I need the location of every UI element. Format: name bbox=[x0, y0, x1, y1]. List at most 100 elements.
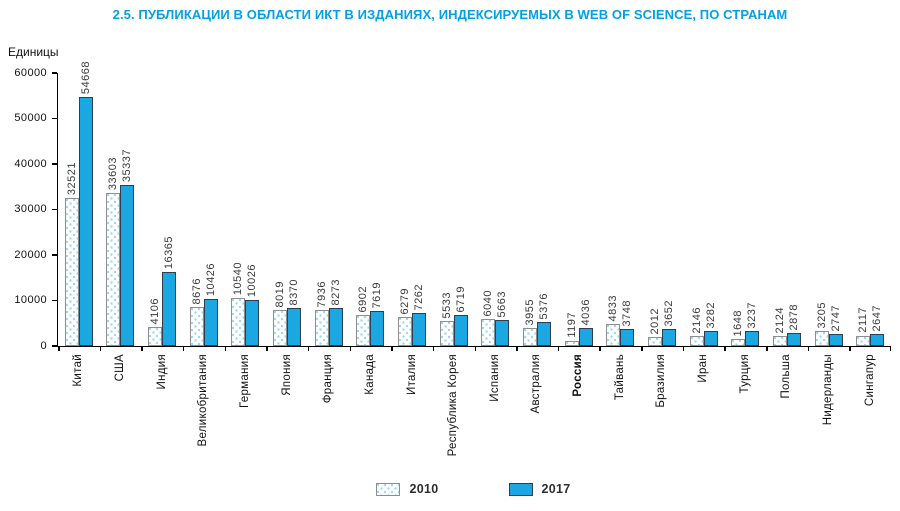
bar-value-label: 5663 bbox=[496, 290, 509, 317]
y-axis-tick-label: 50000 bbox=[14, 112, 47, 124]
category-label: Канада bbox=[363, 354, 376, 395]
bar-value-label: 3282 bbox=[704, 301, 717, 328]
bar-value-label: 54668 bbox=[79, 60, 92, 94]
bar-2010 bbox=[731, 339, 746, 346]
category-label: Бразилия bbox=[655, 354, 668, 408]
x-axis-tick bbox=[807, 346, 810, 351]
x-axis-tick bbox=[141, 346, 143, 351]
bar-2010 bbox=[689, 336, 704, 346]
bar-value-label: 35337 bbox=[121, 148, 134, 182]
bar-value-label: 6902 bbox=[357, 285, 370, 312]
bar-2017 bbox=[495, 320, 510, 346]
bar-2010 bbox=[189, 307, 204, 346]
bar-2017 bbox=[745, 331, 760, 346]
bar-2010 bbox=[64, 198, 79, 346]
bar-2010 bbox=[522, 328, 537, 346]
bar-value-label: 2117 bbox=[857, 307, 870, 333]
bar-2010 bbox=[273, 310, 288, 346]
bar-2017 bbox=[245, 300, 260, 346]
y-axis-tick-label: 10000 bbox=[14, 294, 47, 306]
bar-2017 bbox=[203, 299, 218, 346]
bar-group-17: 1648 3237 Турция bbox=[724, 73, 766, 393]
bar-value-label: 33603 bbox=[107, 156, 120, 190]
bar-2017 bbox=[870, 334, 885, 346]
category-label: Россия bbox=[572, 354, 585, 397]
bar-2010 bbox=[356, 315, 371, 346]
bar-value-label: 8676 bbox=[190, 277, 203, 304]
legend-swatch-2010-icon bbox=[376, 482, 401, 496]
bar-group-9: 6279 7262 Италия bbox=[391, 73, 433, 395]
bar-2017 bbox=[620, 329, 635, 346]
bar-group-8: 6902 7619 Канада bbox=[350, 73, 392, 395]
category-label: Сингапур bbox=[863, 354, 876, 407]
bar-value-label: 4833 bbox=[607, 294, 620, 321]
bar-2017 bbox=[828, 334, 843, 346]
bar-value-label: 2146 bbox=[690, 306, 703, 333]
legend-item-2010: 2010 bbox=[376, 482, 438, 496]
bar-value-label: 3652 bbox=[662, 299, 675, 326]
x-axis-tick bbox=[599, 346, 601, 351]
y-axis-tick-label: 20000 bbox=[14, 248, 47, 261]
bar-value-label: 1648 bbox=[732, 309, 745, 336]
bar-2017 bbox=[287, 308, 302, 346]
bar-group-2: 33603 35337 США bbox=[100, 73, 142, 381]
bar-value-label: 8019 bbox=[274, 280, 287, 307]
bar-value-label: 2747 bbox=[829, 304, 842, 331]
bar-2010 bbox=[772, 336, 787, 346]
bar-value-label: 2124 bbox=[773, 306, 786, 333]
category-label: США bbox=[113, 354, 126, 382]
bar-2017 bbox=[120, 185, 135, 346]
category-label: Австралия bbox=[530, 354, 543, 414]
bar-2010 bbox=[148, 327, 163, 346]
bar-value-label: 7262 bbox=[413, 283, 425, 310]
bar-2010 bbox=[481, 319, 496, 346]
bar-value-label: 6040 bbox=[482, 289, 495, 316]
x-axis-tick bbox=[58, 346, 60, 351]
category-label: Польша bbox=[780, 354, 793, 399]
x-axis-tick bbox=[432, 346, 435, 351]
category-label: Турция bbox=[738, 354, 751, 394]
x-axis-tick bbox=[474, 346, 476, 351]
legend-swatch-2017-icon bbox=[508, 482, 533, 496]
category-label: Республика Корея bbox=[447, 354, 460, 457]
bar-group-11: 6040 5663 Испания bbox=[475, 73, 517, 402]
category-label: Франция bbox=[322, 354, 335, 404]
bar-group-5: 10540 10026 Германия bbox=[225, 73, 267, 408]
bar-group-19: 3205 2747 Нидерланды bbox=[808, 73, 850, 425]
x-axis-tick bbox=[182, 346, 185, 351]
bar-value-label: 8370 bbox=[288, 278, 301, 305]
y-axis-tick-mark bbox=[52, 72, 57, 74]
plot-area: 32521 54668 Китай 33603 35337 США 4106 16365 Инд… bbox=[57, 61, 891, 456]
bar-value-label: 5533 bbox=[440, 291, 453, 318]
y-axis-tick-label: 40000 bbox=[14, 157, 47, 170]
category-label: Германия bbox=[238, 354, 251, 408]
bar-value-label: 7936 bbox=[315, 280, 328, 307]
category-label: Тайвань bbox=[613, 354, 626, 401]
bar-group-3: 4106 16365 Индия bbox=[141, 73, 183, 389]
x-axis-tick bbox=[99, 346, 102, 351]
bar-2017 bbox=[786, 333, 801, 346]
bar-group-16: 2146 3282 Иран bbox=[683, 73, 725, 383]
legend-item-2017: 2017 bbox=[508, 482, 571, 496]
bar-2017 bbox=[453, 315, 468, 346]
bar-2017 bbox=[370, 311, 385, 346]
bar-group-12: 3955 5376 Австралия bbox=[516, 73, 558, 414]
legend-label-2010: 2010 bbox=[409, 482, 439, 496]
y-axis-tick-label: 30000 bbox=[14, 203, 47, 215]
category-label: Испания bbox=[488, 354, 501, 402]
y-axis-tick-label: 60000 bbox=[14, 66, 47, 79]
bar-2010 bbox=[106, 193, 121, 346]
bar-value-label: 10026 bbox=[246, 263, 259, 297]
bar-2010 bbox=[231, 298, 246, 346]
chart-title: 2.5. ПУБЛИКАЦИИ В ОБЛАСТИ ИКТ В ИЗДАНИЯХ… bbox=[112, 7, 788, 22]
x-axis-tick bbox=[224, 346, 227, 351]
bar-group-4: 8676 10426 Великобритания bbox=[183, 73, 225, 447]
bar-value-label: 32521 bbox=[65, 161, 78, 195]
x-axis-tick bbox=[557, 346, 560, 351]
category-label: Китай bbox=[72, 354, 85, 387]
bar-value-label: 16365 bbox=[163, 235, 176, 269]
bar-value-label: 3748 bbox=[621, 299, 634, 326]
x-axis-tick bbox=[724, 346, 726, 351]
x-axis-tick bbox=[682, 346, 685, 351]
category-label: Иран bbox=[697, 354, 710, 383]
